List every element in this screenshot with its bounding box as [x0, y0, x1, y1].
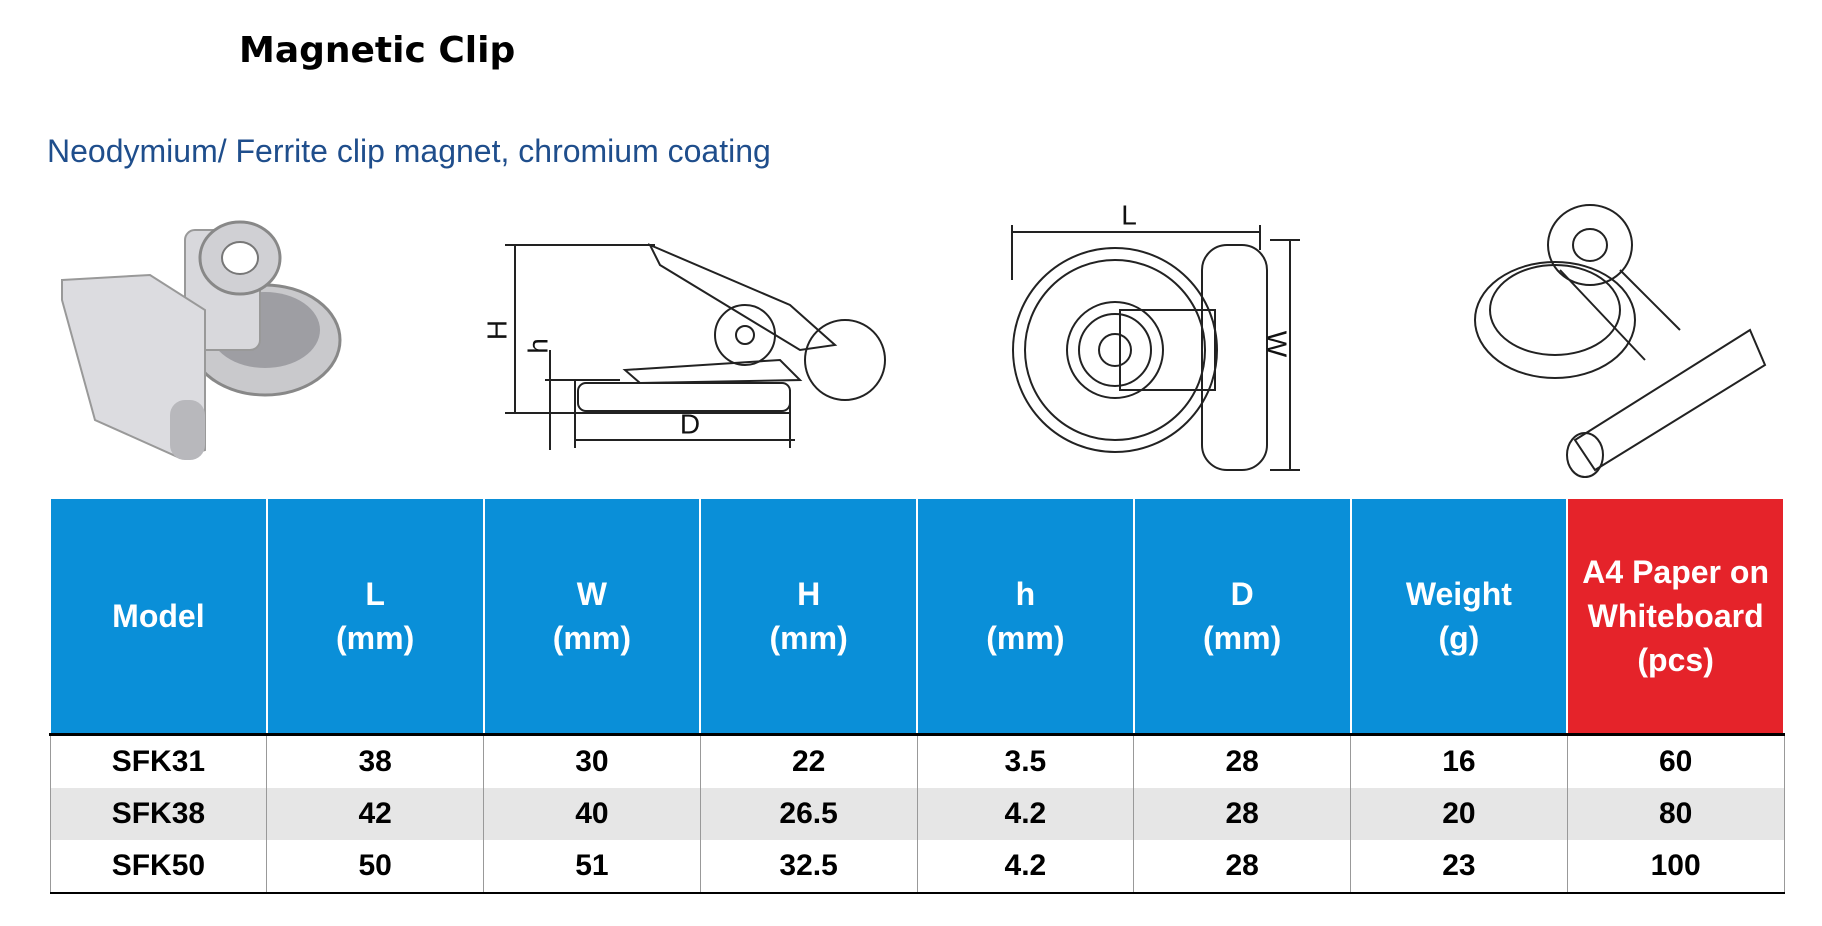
table-cell: 28 [1133, 840, 1351, 894]
table-cell: SFK38 [49, 788, 268, 840]
table-cell: 23 [1350, 840, 1568, 894]
dim-label: W [1262, 331, 1293, 358]
table-cell: 51 [483, 840, 701, 894]
column-header: L (mm) [265, 499, 485, 735]
header-line: W [576, 576, 607, 612]
column-header: Weight (g) [1349, 499, 1569, 735]
table-cell: 30 [483, 733, 701, 788]
column-header: H (mm) [699, 499, 918, 735]
header-line: (mm) [769, 620, 848, 656]
table-body: SFK31 38 30 22 3.5 28 16 60 SFK38 42 40 26.5 4.2 28 20… [49, 733, 1785, 894]
perspective-drawing [1474, 204, 1767, 478]
column-header: Model [49, 499, 268, 735]
table-cell: 28 [1133, 788, 1351, 840]
header-line: (mm) [1203, 620, 1282, 656]
table-cell: 26.5 [699, 788, 918, 840]
spec-table: Model L (mm) W (mm) H (mm) h (mm) D (mm) Weight (g) A… [49, 499, 1785, 894]
header-line: L [365, 576, 385, 612]
header-line: (mm) [336, 620, 415, 656]
dim-label: D [680, 408, 700, 439]
table-cell: 16 [1350, 733, 1568, 788]
column-header: W (mm) [482, 499, 702, 735]
table-cell: SFK31 [49, 733, 268, 788]
table-cell: SFK50 [49, 840, 268, 894]
table-cell: 20 [1350, 788, 1568, 840]
front-drawing [1011, 225, 1300, 471]
table-cell: 4.2 [916, 788, 1135, 840]
subtitle: Neodymium/ Ferrite clip magnet, chromium… [47, 133, 771, 169]
column-header: A4 Paper on Whiteboard (pcs) [1566, 499, 1785, 735]
dim-label: H [481, 320, 512, 340]
header-line: Model [112, 598, 205, 634]
header-line: Whiteboard [1587, 598, 1764, 634]
table-row: SFK38 42 40 26.5 4.2 28 20 80 [49, 788, 1785, 840]
header-line: h [1015, 576, 1036, 612]
table-cell: 80 [1566, 788, 1785, 840]
product-photo [61, 220, 342, 460]
table-cell: 42 [266, 788, 484, 840]
column-header: D (mm) [1132, 499, 1352, 735]
header-line: A4 Paper on [1582, 554, 1769, 590]
header-line: (mm) [552, 620, 631, 656]
header-line: D [1230, 576, 1254, 612]
table-row: SFK50 50 51 32.5 4.2 28 23 100 [49, 840, 1785, 894]
header-row: Model L (mm) W (mm) H (mm) h (mm) D (mm) Weight (g) A… [49, 499, 1785, 735]
side-drawing [505, 243, 886, 450]
header-line: H [797, 576, 821, 612]
dim-label: L [1121, 200, 1137, 230]
table-cell: 60 [1566, 733, 1785, 788]
product-images: H h D L W [61, 200, 1767, 478]
column-header: h (mm) [916, 499, 1135, 735]
table-cell: 40 [483, 788, 701, 840]
table-cell: 32.5 [699, 840, 918, 894]
table-cell: 100 [1566, 840, 1785, 894]
table-cell: 22 [699, 733, 918, 788]
title: Magnetic Clip [239, 30, 516, 71]
table-cell: 50 [266, 840, 484, 894]
header-line: Weight [1405, 576, 1512, 612]
header-line: (pcs) [1637, 642, 1714, 678]
dim-label: h [522, 338, 553, 354]
header-line: (mm) [986, 620, 1065, 656]
table-cell: 38 [266, 733, 484, 788]
table-cell: 28 [1133, 733, 1351, 788]
table-cell: 4.2 [916, 840, 1135, 894]
table-row: SFK31 38 30 22 3.5 28 16 60 [49, 733, 1785, 788]
table-cell: 3.5 [916, 733, 1135, 788]
header-line: (g) [1438, 620, 1480, 656]
